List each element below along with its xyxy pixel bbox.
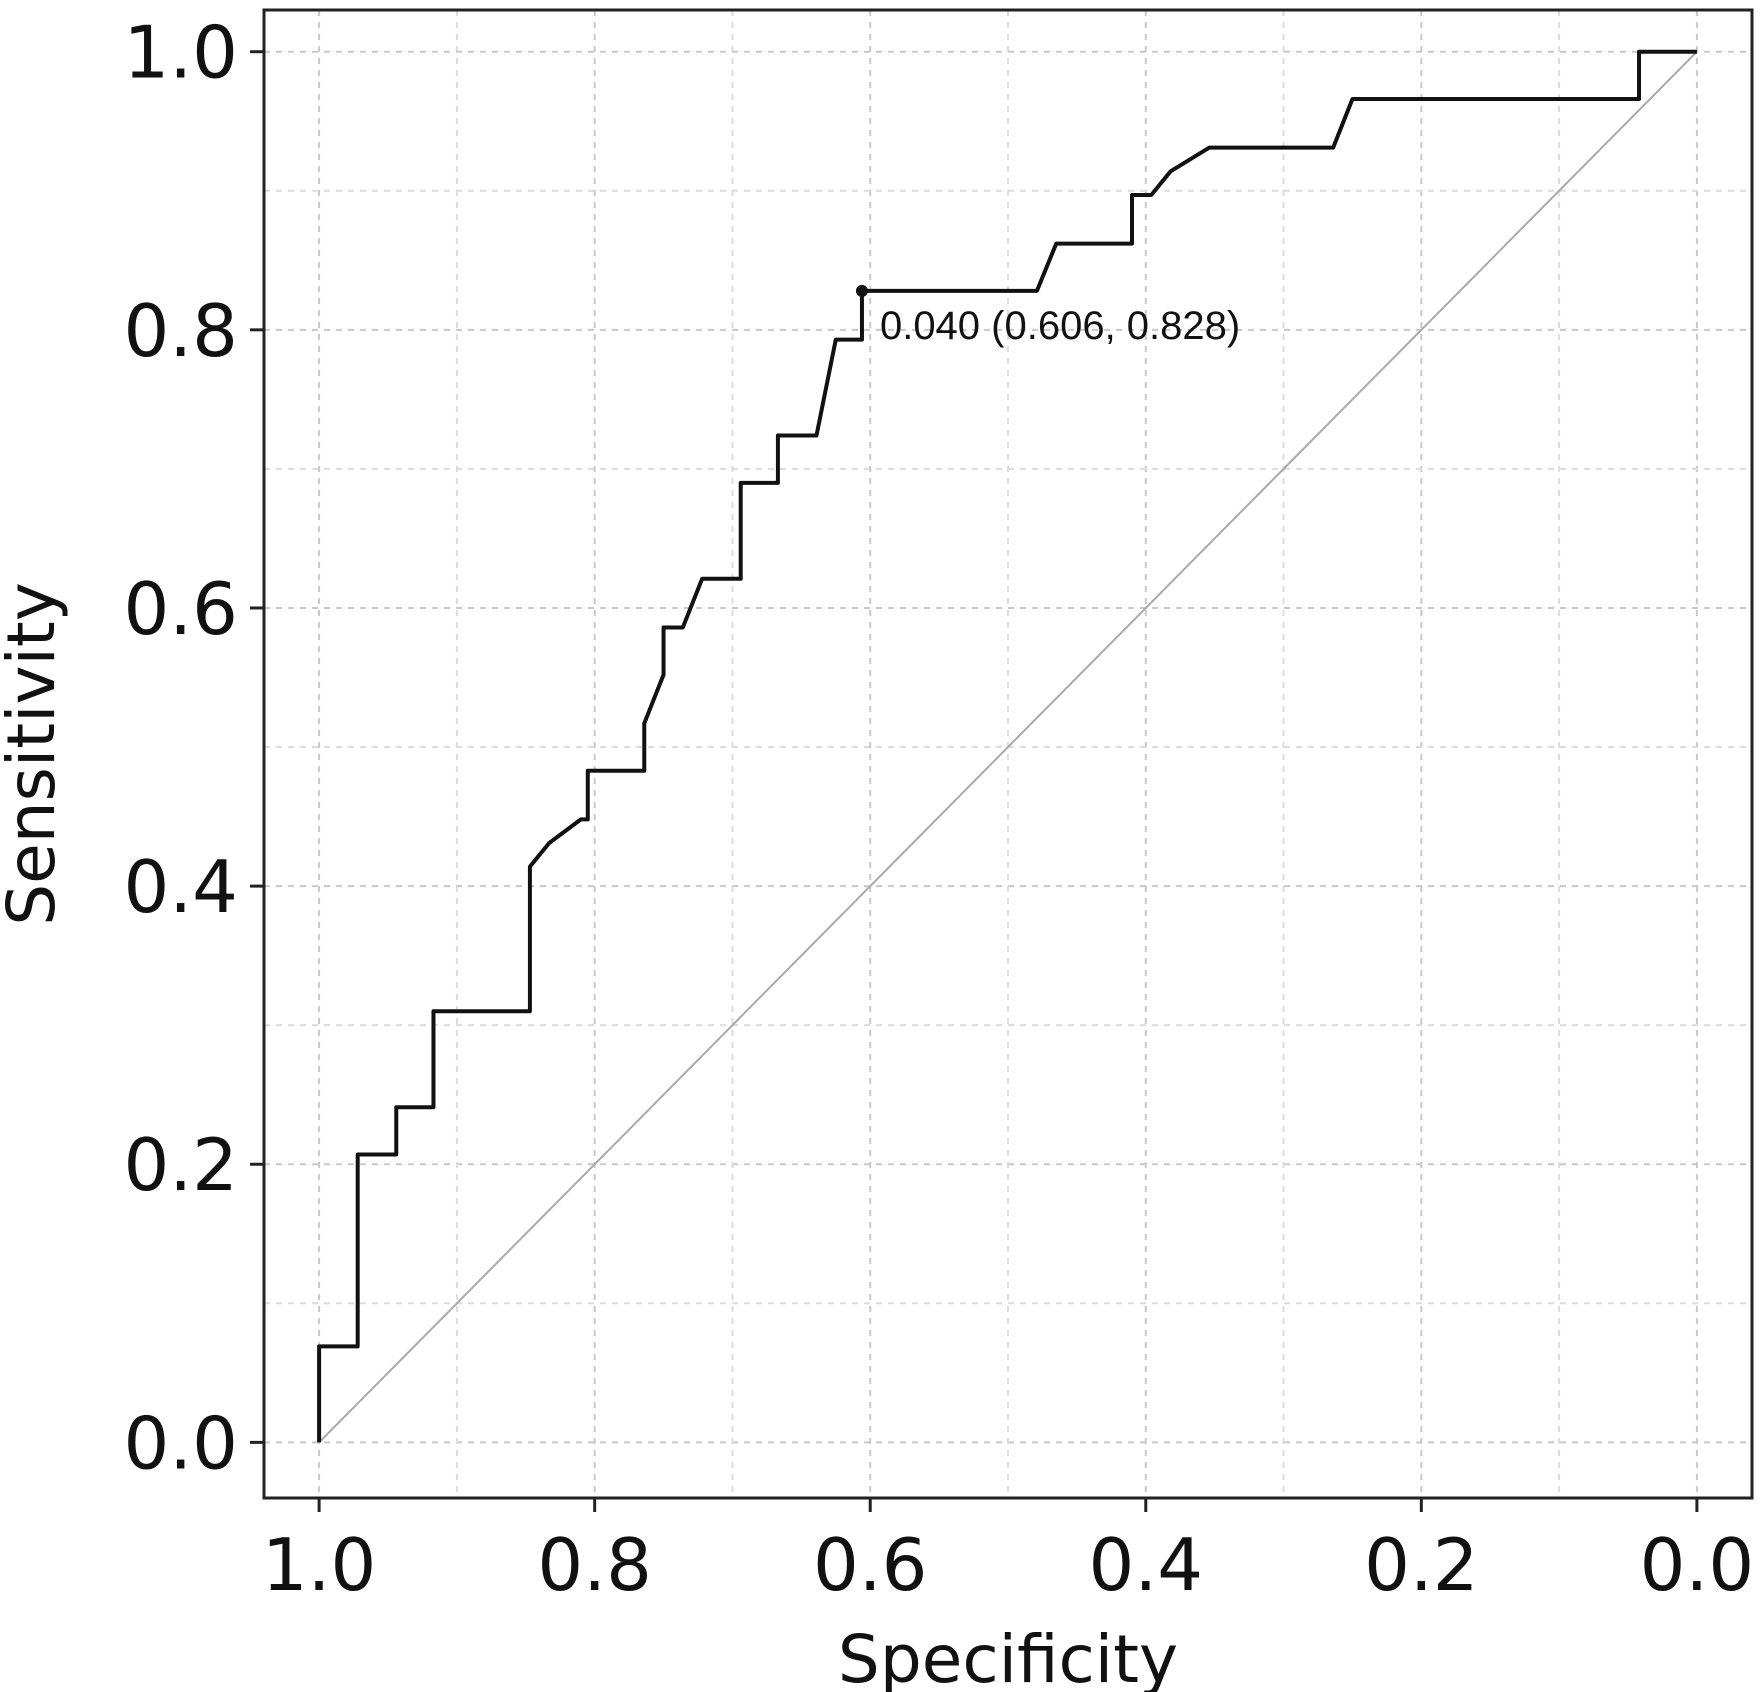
x-tick-label: 0.6 bbox=[813, 1523, 928, 1607]
y-axis-title: Sensitivity bbox=[0, 582, 70, 926]
optimal-cutoff-point bbox=[855, 284, 868, 297]
y-tick-label: 0.6 bbox=[123, 567, 238, 651]
x-tick-label: 0.4 bbox=[1089, 1523, 1204, 1607]
x-tick-label: 0.0 bbox=[1640, 1523, 1755, 1607]
x-tick-label: 0.2 bbox=[1364, 1523, 1479, 1607]
x-tick-label: 1.0 bbox=[262, 1523, 377, 1607]
x-tick-label: 0.8 bbox=[537, 1523, 652, 1607]
y-tick-label: 0.8 bbox=[123, 289, 238, 373]
y-axis-ticks: 0.0 0.2 0.4 0.6 0.8 1.0 bbox=[123, 11, 264, 1485]
y-tick-label: 0.2 bbox=[123, 1123, 238, 1207]
optimal-cutoff-label: 0.040 (0.606, 0.828) bbox=[880, 304, 1240, 348]
x-axis-ticks: 1.0 0.8 0.6 0.4 0.2 0.0 bbox=[262, 1498, 1754, 1607]
x-axis-title: Specificity bbox=[838, 1621, 1178, 1692]
grid-lines bbox=[264, 10, 1752, 1498]
y-tick-label: 0.0 bbox=[123, 1401, 238, 1485]
plot-frame bbox=[262, 8, 1754, 1500]
y-tick-label: 0.4 bbox=[123, 845, 238, 929]
roc-curve-line bbox=[317, 49, 1697, 1443]
reference-diagonal-line bbox=[318, 51, 1698, 1444]
y-tick-label: 1.0 bbox=[123, 11, 238, 95]
